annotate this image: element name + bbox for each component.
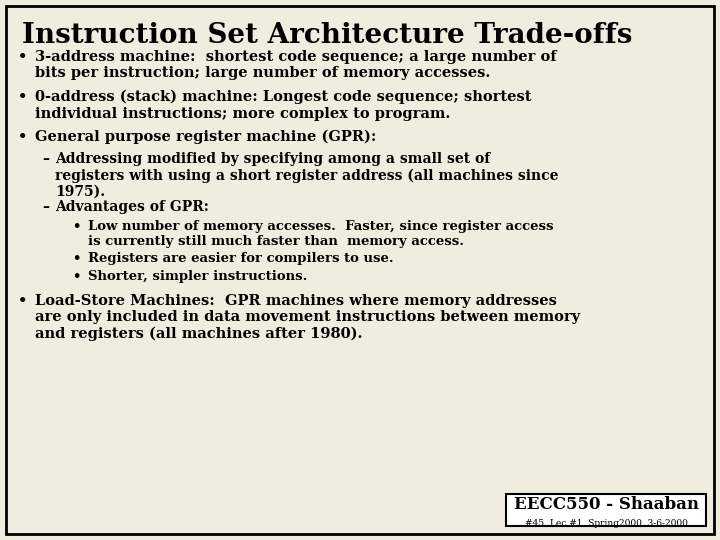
Text: Registers are easier for compilers to use.: Registers are easier for compilers to us… [88,252,394,265]
FancyBboxPatch shape [506,494,706,526]
Text: General purpose register machine (GPR):: General purpose register machine (GPR): [35,130,377,144]
Text: •: • [18,50,27,64]
Text: Load-Store Machines:  GPR machines where memory addresses
are only included in d: Load-Store Machines: GPR machines where … [35,294,580,341]
Text: Low number of memory accesses.  Faster, since register access
is currently still: Low number of memory accesses. Faster, s… [88,220,554,248]
Text: Shorter, simpler instructions.: Shorter, simpler instructions. [88,270,307,283]
FancyBboxPatch shape [6,6,714,534]
Text: Addressing modified by specifying among a small set of
registers with using a sh: Addressing modified by specifying among … [55,152,559,199]
Text: 3-address machine:  shortest code sequence; a large number of
bits per instructi: 3-address machine: shortest code sequenc… [35,50,557,80]
Text: 0-address (stack) machine: Longest code sequence; shortest
individual instructio: 0-address (stack) machine: Longest code … [35,90,531,120]
Text: Instruction Set Architecture Trade-offs: Instruction Set Architecture Trade-offs [22,22,632,49]
Text: –: – [42,200,49,214]
Text: •: • [18,294,27,308]
Text: •: • [72,270,81,283]
Text: •: • [18,90,27,104]
Text: •: • [72,220,81,233]
Text: •: • [18,130,27,144]
Text: Advantages of GPR:: Advantages of GPR: [55,200,209,214]
Text: EECC550 - Shaaban: EECC550 - Shaaban [513,496,698,513]
Text: –: – [42,152,49,166]
Text: •: • [72,252,81,265]
Text: #45  Lec #1  Spring2000  3-6-2000: #45 Lec #1 Spring2000 3-6-2000 [525,519,688,528]
